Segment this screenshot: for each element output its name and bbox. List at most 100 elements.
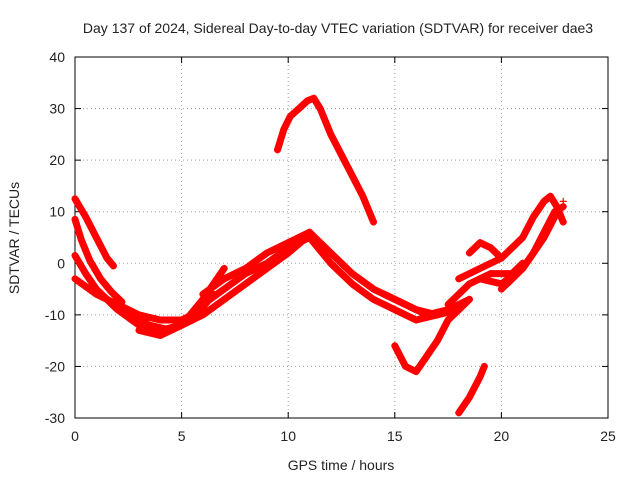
data-point: [71, 252, 79, 260]
series-outlier: [559, 197, 567, 205]
data-point: [465, 393, 473, 401]
grid: [75, 57, 608, 418]
x-tick-label: 0: [71, 428, 79, 444]
data-point: [178, 321, 186, 329]
y-tick-label: 20: [49, 152, 65, 168]
data-point: [487, 244, 495, 252]
data-point: [306, 234, 314, 241]
series-trace: [274, 94, 377, 226]
y-tick-label: -20: [45, 358, 65, 374]
data-point: [82, 213, 90, 221]
x-tick-label: 10: [280, 428, 296, 444]
data-point: [338, 151, 345, 159]
data-point: [540, 234, 548, 241]
data-point: [303, 97, 311, 105]
data-point: [412, 316, 420, 324]
data-point: [529, 213, 537, 221]
data-point: [359, 192, 367, 200]
plot-frame: [74, 56, 609, 419]
data-point: [476, 373, 484, 381]
data-point: [280, 125, 288, 133]
series-track-15: [455, 362, 488, 417]
data-point: [327, 130, 335, 138]
data-point: [327, 249, 335, 257]
data-point: [156, 331, 164, 339]
data-point: [284, 239, 292, 247]
series-track-17: [465, 239, 505, 262]
data-point: [92, 234, 100, 241]
data-point: [348, 172, 356, 180]
data-point: [86, 257, 94, 265]
data-point: [286, 112, 294, 120]
data-point: [369, 285, 377, 293]
data-point: [444, 316, 452, 324]
data-point: [476, 275, 484, 283]
series-track-13: [391, 295, 473, 376]
data-point: [455, 275, 463, 283]
y-tick-label: 0: [57, 255, 65, 271]
data-point: [310, 94, 318, 102]
series-trace: [391, 295, 473, 376]
data-point: [242, 280, 250, 288]
data-point: [476, 264, 484, 272]
series-trace: [465, 239, 505, 262]
series-track-10: [306, 228, 441, 319]
data-point: [199, 301, 207, 309]
data-point: [369, 295, 377, 303]
data-point: [444, 301, 452, 309]
series-track-1: [71, 195, 117, 270]
data-point: [465, 295, 473, 303]
data-point: [519, 264, 527, 272]
x-tick-label: 5: [178, 428, 186, 444]
data-point: [103, 254, 111, 262]
y-tick-label: 10: [49, 204, 65, 220]
data-point: [242, 264, 250, 272]
data-point: [412, 368, 420, 376]
data-point: [519, 234, 527, 241]
x-tick-label: 25: [600, 428, 616, 444]
data-point: [327, 259, 335, 267]
data-point: [124, 311, 132, 319]
data-point: [540, 197, 548, 205]
data-point: [559, 197, 567, 205]
data-point: [220, 295, 228, 303]
data-point: [559, 218, 567, 226]
data-point: [109, 262, 117, 270]
data-point: [465, 280, 473, 288]
data-point: [295, 105, 303, 113]
data-point: [71, 275, 79, 283]
data-point: [529, 249, 537, 257]
data-point: [220, 264, 228, 272]
x-tick-label: 20: [494, 428, 510, 444]
data-point: [199, 311, 207, 319]
data-point: [103, 295, 111, 303]
data-point: [497, 254, 505, 262]
x-tick-label: 15: [387, 428, 403, 444]
data-layer: [71, 94, 567, 417]
data-point: [380, 290, 388, 298]
data-point: [107, 288, 115, 296]
data-point: [401, 362, 409, 370]
data-point: [455, 306, 463, 314]
data-point: [465, 249, 473, 257]
data-point: [487, 270, 495, 278]
y-tick-label: -10: [45, 307, 65, 323]
series-track-16: [455, 192, 567, 283]
series-track-9: [274, 94, 377, 226]
data-point: [263, 259, 271, 267]
data-point: [423, 311, 431, 319]
data-point: [480, 362, 488, 370]
series-trace: [71, 215, 126, 306]
data-point: [348, 280, 356, 288]
data-point: [77, 236, 85, 244]
data-point: [146, 321, 154, 329]
data-point: [433, 337, 441, 345]
data-point: [401, 301, 409, 309]
data-point: [455, 409, 463, 417]
data-point: [508, 275, 516, 283]
axis-ticks: 0 5 10 15 20 25 -30 -20 -10 0 10 20 30 40: [45, 49, 616, 444]
series-trace: [199, 228, 313, 298]
data-point: [220, 275, 228, 283]
data-point: [97, 275, 105, 283]
data-point: [71, 195, 79, 203]
